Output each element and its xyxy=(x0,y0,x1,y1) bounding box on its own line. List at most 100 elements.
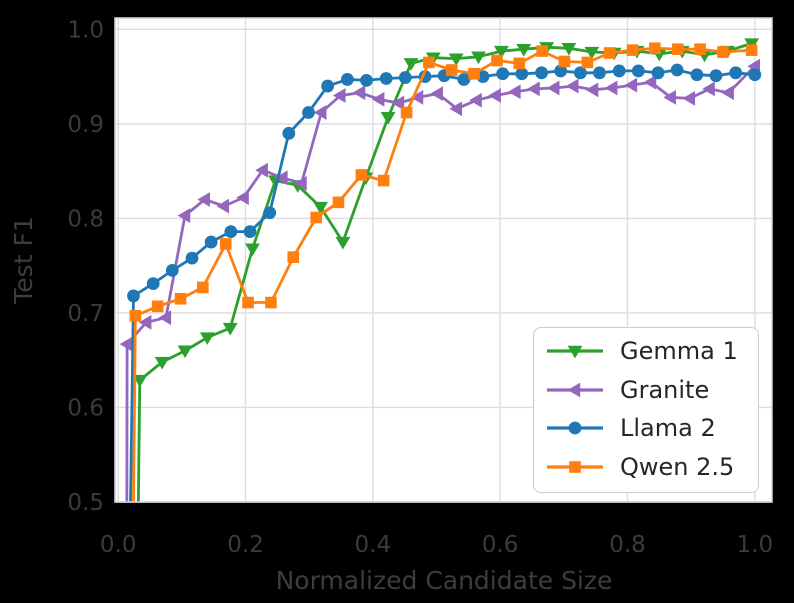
legend-item-gemma-1: Gemma 1 xyxy=(544,332,758,371)
series-qwen-2-5 xyxy=(129,42,758,502)
data-point-marker xyxy=(593,66,606,80)
y-axis-label: Test F1 xyxy=(9,216,38,304)
legend-marker xyxy=(569,460,581,473)
data-point-marker xyxy=(138,314,152,330)
data-point-marker xyxy=(287,251,300,263)
data-point-marker xyxy=(158,310,172,326)
qwen-2-5-line-marker-icon xyxy=(547,460,603,473)
data-point-marker xyxy=(558,55,571,68)
legend-item-granite: Granite xyxy=(544,371,758,410)
legend-item-qwen-2-5: Qwen 2.5 xyxy=(544,448,758,487)
data-point-marker xyxy=(626,44,639,56)
legend-label: Gemma 1 xyxy=(620,337,738,366)
x-tick-label: 0.8 xyxy=(609,532,646,558)
data-point-marker xyxy=(565,78,579,94)
data-point-marker xyxy=(561,43,577,56)
data-point-marker xyxy=(491,54,503,67)
y-tick-label: 0.9 xyxy=(67,112,104,138)
data-point-marker xyxy=(671,43,684,55)
data-point-marker xyxy=(360,73,373,87)
series-llama-2 xyxy=(127,63,762,502)
data-point-marker xyxy=(468,67,480,80)
x-tick-label: 0.6 xyxy=(482,532,519,558)
legend-item-llama-2: Llama 2 xyxy=(544,409,758,448)
data-point-marker xyxy=(204,235,218,249)
data-point-marker xyxy=(403,58,419,71)
data-point-marker xyxy=(236,190,249,206)
data-point-marker xyxy=(119,336,133,352)
data-point-marker xyxy=(748,68,762,82)
data-point-marker xyxy=(313,105,327,120)
data-point-marker xyxy=(255,162,268,178)
data-point-marker xyxy=(516,43,532,57)
data-point-marker xyxy=(585,82,599,98)
data-point-marker xyxy=(631,64,645,78)
data-point-marker xyxy=(400,106,413,119)
legend: Gemma 1 Granite Llama 2 Qwen 2.5 xyxy=(533,327,759,493)
data-point-marker xyxy=(690,68,704,82)
data-point-marker xyxy=(151,300,164,313)
data-point-marker xyxy=(682,90,696,106)
data-point-marker xyxy=(612,64,626,78)
data-point-marker xyxy=(729,66,743,80)
data-point-marker xyxy=(263,206,277,220)
data-point-marker xyxy=(371,91,385,107)
data-point-marker xyxy=(670,63,684,77)
data-point-marker xyxy=(469,92,482,108)
plot-border xyxy=(114,17,773,503)
data-point-marker xyxy=(554,64,568,78)
data-point-marker xyxy=(222,322,238,336)
data-point-marker xyxy=(146,277,160,291)
data-point-marker xyxy=(165,263,179,277)
data-point-marker xyxy=(721,85,734,101)
data-point-marker xyxy=(581,56,594,69)
legend-label: Qwen 2.5 xyxy=(620,452,735,481)
data-point-marker xyxy=(535,66,548,80)
data-point-marker xyxy=(197,281,209,294)
data-point-marker xyxy=(177,345,193,359)
data-point-marker xyxy=(536,45,548,57)
data-point-marker xyxy=(546,80,560,96)
data-point-marker xyxy=(302,106,315,119)
data-point-marker xyxy=(335,236,351,250)
data-point-marker xyxy=(494,45,509,59)
data-point-marker xyxy=(471,51,486,65)
data-point-marker xyxy=(129,309,142,322)
data-point-marker xyxy=(352,85,366,101)
x-tick-label: 0.2 xyxy=(227,532,264,558)
x-axis-label: Normalized Candidate Size xyxy=(276,566,613,595)
data-point-marker xyxy=(310,211,322,224)
data-point-marker xyxy=(649,42,661,55)
data-point-marker xyxy=(355,169,368,181)
data-point-marker xyxy=(245,243,260,257)
data-point-marker xyxy=(694,43,706,55)
data-point-marker xyxy=(445,64,458,76)
data-point-marker xyxy=(488,88,501,103)
data-point-marker xyxy=(177,208,191,223)
data-point-marker xyxy=(282,126,296,140)
data-point-marker xyxy=(174,292,187,305)
series-granite xyxy=(119,58,761,502)
legend-marker xyxy=(568,421,582,435)
data-point-marker xyxy=(663,90,676,105)
data-point-marker xyxy=(380,112,396,125)
x-tick-label: 0.0 xyxy=(100,532,137,558)
series-line xyxy=(129,68,757,502)
data-point-marker xyxy=(340,73,354,86)
legend-label: Llama 2 xyxy=(620,414,716,443)
data-point-marker xyxy=(709,69,723,83)
data-point-marker xyxy=(604,80,618,96)
data-series xyxy=(119,38,762,502)
data-point-marker xyxy=(332,196,345,209)
legend-marker xyxy=(567,346,583,359)
data-point-marker xyxy=(515,67,529,81)
data-point-marker xyxy=(457,73,471,86)
data-point-marker xyxy=(624,77,638,93)
llama-2-line-marker-icon xyxy=(547,421,603,435)
data-point-marker xyxy=(127,289,140,303)
x-tick-label: 0.4 xyxy=(355,532,392,558)
axes-spines xyxy=(114,17,773,503)
data-point-marker xyxy=(377,174,390,187)
data-point-marker xyxy=(717,46,729,58)
